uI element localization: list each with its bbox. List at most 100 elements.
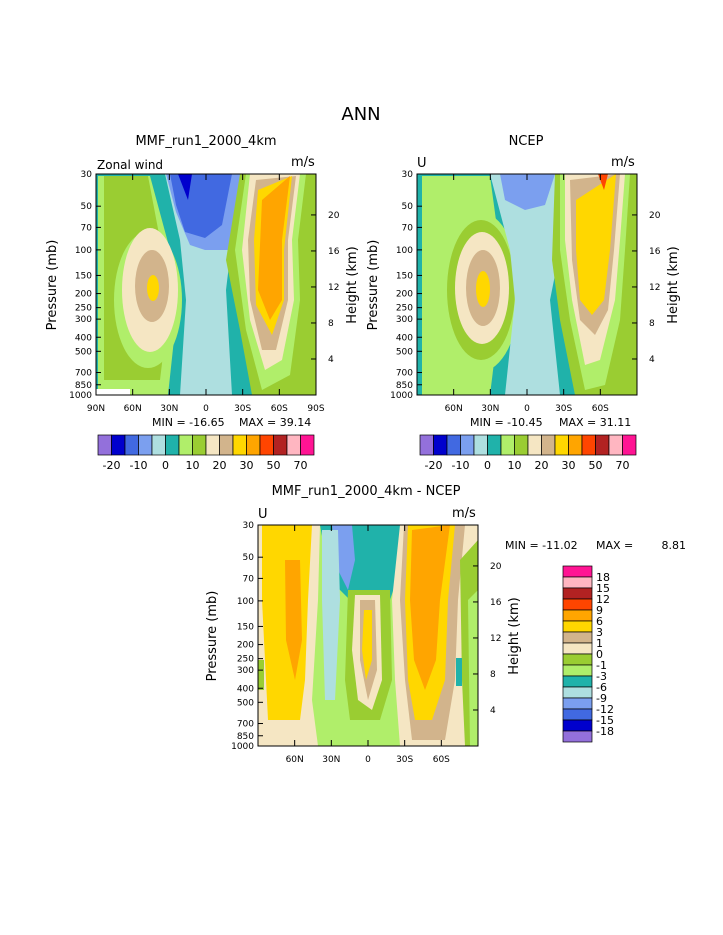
x-tick-label: 30S: [234, 404, 251, 414]
contour-band: [500, 174, 555, 210]
x-tick-label: 30N: [481, 404, 499, 414]
y-tick-label: 70: [402, 223, 414, 233]
panel-left-label: U: [417, 156, 427, 171]
colorbar-box: [246, 434, 261, 456]
colorbar-label: 20: [535, 459, 549, 472]
colorbar-box: [622, 434, 637, 456]
colorbar-box: [562, 708, 593, 721]
x-tick-label: 60N: [286, 755, 304, 765]
colorbar-box: [192, 434, 207, 456]
colorbar: -20 -10 0 10 20 30 50 70: [419, 434, 637, 472]
height-tick-label: 8: [490, 670, 496, 680]
colorbar-label: 70: [294, 459, 308, 472]
height-label: Height (km): [507, 597, 522, 674]
height-tick-label: 20: [490, 562, 502, 572]
contour-band: [476, 271, 490, 307]
y-tick-label: 1000: [231, 742, 254, 752]
colorbar-label: -1: [596, 659, 607, 672]
colorbar-box: [562, 675, 593, 688]
colorbar-label: -12: [596, 703, 614, 716]
y-tick-label: 400: [396, 333, 413, 343]
colorbar-label: 0: [484, 459, 491, 472]
colorbar-box: [232, 434, 247, 456]
height-tick-label: 12: [649, 283, 660, 293]
x-tick-label: 60N: [124, 404, 142, 414]
contour-band: [576, 174, 616, 315]
colorbar-box: [554, 434, 569, 456]
colorbar-box: [562, 653, 593, 666]
y-tick-label: 300: [237, 666, 254, 676]
colorbar-label: -18: [596, 725, 614, 738]
colorbar-box: [562, 576, 593, 589]
panel-title: MMF_run1_2000_4km - NCEP: [272, 484, 461, 499]
missing-data: [96, 389, 130, 395]
height-tick-label: 12: [328, 283, 339, 293]
panel-model: MMF_run1_2000_4km Zonal wind m/s 90N 60N 3…: [45, 134, 360, 472]
colorbar-box: [165, 434, 180, 456]
pressure-label: Pressure (mb): [205, 591, 220, 682]
max-label: MAX = 31.11: [559, 416, 631, 429]
y-tick-label: 70: [81, 223, 93, 233]
colorbar-box: [562, 664, 593, 677]
panel-units: m/s: [452, 506, 476, 521]
y-tick-label: 30: [243, 521, 255, 531]
colorbar-label: -15: [596, 714, 614, 727]
colorbar-label: -9: [596, 692, 607, 705]
colorbar-box: [138, 434, 153, 456]
colorbar-box: [473, 434, 488, 456]
colorbar-box: [97, 434, 112, 456]
height-tick-label: 20: [649, 211, 661, 221]
contour-band: [468, 590, 478, 746]
y-tick-label: 700: [396, 369, 413, 379]
colorbar-box: [562, 631, 593, 644]
colorbar-label: 12: [596, 593, 610, 606]
x-tick-label: 30S: [555, 404, 572, 414]
colorbar-label: 6: [596, 615, 603, 628]
y-tick-label: 30: [402, 170, 414, 180]
y-tick-label: 700: [75, 369, 92, 379]
colorbar-box: [205, 434, 220, 456]
y-tick-label: 700: [237, 720, 254, 730]
panel-left-label: Zonal wind: [97, 158, 163, 172]
colorbar-box: [300, 434, 315, 456]
colorbar-label: -20: [103, 459, 121, 472]
y-tick-label: 250: [396, 304, 413, 314]
y-tick-label: 400: [75, 333, 92, 343]
colorbar-label: 50: [589, 459, 603, 472]
colorbar-box: [286, 434, 301, 456]
colorbar-label: -6: [596, 681, 607, 694]
contour-band: [147, 275, 159, 301]
colorbar-label: 1: [596, 637, 603, 650]
min-label: MIN = -16.65: [152, 416, 225, 429]
y-tick-label: 500: [75, 347, 92, 357]
colorbar-box: [562, 598, 593, 611]
colorbar-box: [608, 434, 623, 456]
y-tick-label: 50: [402, 202, 414, 212]
x-tick-label: 60N: [445, 404, 463, 414]
panel-units: m/s: [291, 155, 315, 170]
y-tick-label: 100: [396, 246, 413, 256]
height-tick-label: 8: [649, 319, 655, 329]
colorbar-box: [562, 587, 593, 600]
colorbar-box: [562, 719, 593, 732]
colorbar-label: 30: [240, 459, 254, 472]
min-label: MIN = -11.02: [505, 539, 578, 552]
colorbar-box: [151, 434, 166, 456]
height-tick-label: 12: [490, 634, 501, 644]
x-tick-label: 30N: [322, 755, 340, 765]
contour-field: [417, 174, 637, 395]
contour-band: [362, 610, 372, 680]
y-tick-label: 500: [396, 347, 413, 357]
colorbar-label: 50: [267, 459, 281, 472]
contour-band: [285, 560, 302, 680]
height-tick-label: 8: [328, 319, 334, 329]
pressure-label: Pressure (mb): [45, 240, 60, 331]
y-tick-label: 50: [81, 202, 93, 212]
colorbar-box: [178, 434, 193, 456]
y-tick-label: 300: [396, 315, 413, 325]
y-tick-label: 850: [396, 381, 413, 391]
colorbar-label: 3: [596, 626, 603, 639]
colorbar-box: [562, 565, 593, 578]
